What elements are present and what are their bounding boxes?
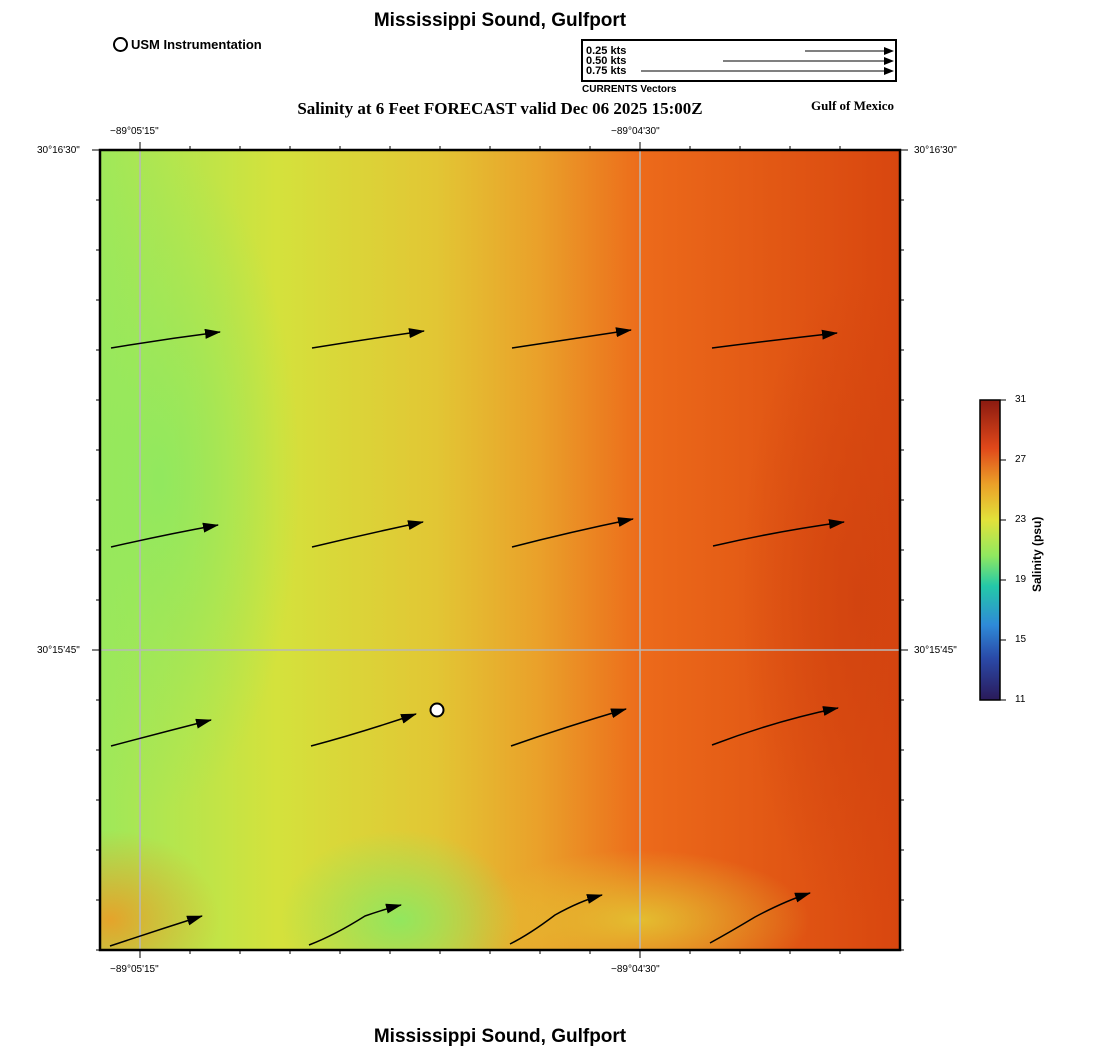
current-vector-arrow <box>509 894 603 945</box>
current-vector-legend: 0.25 kts 0.50 kts 0.75 kts <box>581 39 897 82</box>
left-tick-label: 30°15'45" <box>37 645 80 656</box>
map-grid <box>100 150 900 950</box>
colorbar-tick-label: 11 <box>1015 694 1026 705</box>
current-vector-arrow <box>511 517 634 548</box>
colorbar-tick-label: 27 <box>1015 454 1027 465</box>
current-vector-arrow <box>712 519 845 547</box>
map-ticks <box>92 142 908 958</box>
vector-legend-arrows <box>641 47 894 75</box>
usm-instrument-marker <box>429 702 445 718</box>
current-vector-arrow <box>510 708 627 747</box>
right-tick-label: 30°15'45" <box>914 645 957 656</box>
salinity-colorbar <box>979 399 1001 701</box>
vector-legend-entry: 0.50 kts <box>586 55 627 67</box>
current-vector-arrow <box>711 706 839 746</box>
current-vector-arrow <box>109 915 203 947</box>
instrument-legend-label: USM Instrumentation <box>131 37 262 52</box>
colorbar-tick-label: 19 <box>1015 574 1027 585</box>
bottom-tick-label: −89°04'30" <box>611 964 660 975</box>
colorbar-tick-label: 15 <box>1015 634 1027 645</box>
left-tick-label: 30°16'30" <box>37 145 80 156</box>
colorbar-tick-label: 23 <box>1015 514 1027 525</box>
current-vector-arrow <box>110 522 219 548</box>
colorbar-title: Salinity (psu) <box>1030 516 1044 592</box>
bottom-tick-label: −89°05'15" <box>110 964 159 975</box>
current-vector-arrow <box>311 328 425 349</box>
map-frame <box>98 148 902 952</box>
region-label: Gulf of Mexico <box>811 98 895 113</box>
top-tick-label: −89°04'30" <box>611 126 660 137</box>
vector-legend-caption: CURRENTS Vectors <box>582 84 677 95</box>
current-vector-arrow <box>311 520 424 548</box>
current-vector-arrow <box>709 892 811 944</box>
map-subtitle: Salinity at 6 Feet FORECAST valid Dec 06… <box>297 99 703 118</box>
colorbar-tick-label: 31 <box>1015 394 1027 405</box>
current-vector-arrow <box>110 718 212 747</box>
footer-title: Mississippi Sound, Gulfport <box>373 1026 627 1047</box>
current-vector-arrow <box>511 327 632 349</box>
map-title: Mississippi Sound, Gulfport <box>373 10 627 31</box>
salinity-field <box>100 150 900 950</box>
vector-legend-entry: 0.75 kts <box>586 65 627 77</box>
open-circle-icon <box>113 37 128 52</box>
colorbar-ticks <box>1000 399 1006 701</box>
current-vector-arrow <box>310 713 417 747</box>
vector-legend-entry: 0.25 kts <box>586 45 627 57</box>
current-vector-arrow <box>711 329 838 349</box>
current-vector-arrow <box>308 903 402 946</box>
current-vector-arrow <box>110 328 221 349</box>
instrument-legend: USM Instrumentation <box>113 37 262 52</box>
top-tick-label: −89°05'15" <box>110 126 159 137</box>
right-tick-label: 30°16'30" <box>914 145 957 156</box>
